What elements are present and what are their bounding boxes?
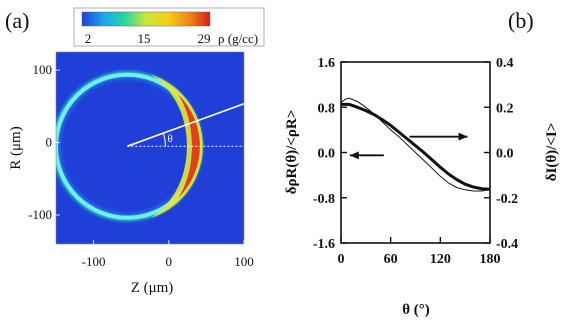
shell-hot-crescent-inner <box>177 94 200 199</box>
x-tick-label: 0 <box>338 252 345 267</box>
x-tick-label: 60 <box>384 252 398 267</box>
series-line-intensity <box>340 97 491 192</box>
x-tick-label: 180 <box>480 252 501 267</box>
colorbar-tick-label: 2 <box>85 31 92 46</box>
x-tick-label: 120 <box>430 252 451 267</box>
y-left-tick-label: 0.0 <box>318 147 336 162</box>
shell-glow <box>56 67 207 225</box>
panel-b-ylabel-left: δρR(θ)/<ρR> <box>284 110 300 195</box>
panel-b-ylabel-right: δI(θ)/<I> <box>544 123 560 182</box>
y-right-tick-label: 0.2 <box>496 101 514 116</box>
arrow-to-right-axis-head <box>458 132 468 141</box>
y-tick-label: 100 <box>33 62 53 77</box>
panel-a-ticks: -100 0 100 100 0 -100 <box>28 62 254 269</box>
panel-b-chart: 0 60 120 180 1.6 0.8 0.0 -0.8 -1.6 0.4 0.2 0.0 -0.2 -… <box>284 56 560 318</box>
y-right-tick-label: -0.2 <box>496 192 518 207</box>
panel-a-heatmap: θ -100 0 100 100 0 -100 Z (μm) R (μm) <box>8 51 260 296</box>
angle-theta-label: θ <box>167 133 172 145</box>
colorbar-label: ρ (g/cc) <box>218 31 258 46</box>
y-right-tick-label: 0.0 <box>496 147 514 162</box>
panel-a-ylabel: R (μm) <box>8 126 24 169</box>
series-line-density <box>341 102 491 191</box>
x-tick-label: -100 <box>82 254 106 269</box>
y-tick-label: -100 <box>28 207 52 222</box>
colorbar-tick-label: 15 <box>138 31 151 46</box>
panel-b-xlabel: θ (°) <box>402 302 430 318</box>
x-tick-label: 0 <box>166 254 173 269</box>
arrow-to-left-axis-head <box>349 151 359 160</box>
x-tick-label: 100 <box>234 254 254 269</box>
y-left-tick-label: 1.6 <box>318 56 336 71</box>
y-tick-label: 0 <box>46 135 53 150</box>
angle-ray-arrow <box>127 97 260 147</box>
y-left-tick-label: 0.8 <box>318 101 336 116</box>
colorbar-tick-label: 29 <box>198 31 211 46</box>
y-left-tick-label: -0.8 <box>313 192 335 207</box>
density-shell <box>56 67 207 225</box>
y-right-tick-label: 0.4 <box>496 56 514 71</box>
axis-indicator-arrows <box>349 132 468 160</box>
panel-b-ticks: 0 60 120 180 1.6 0.8 0.0 -0.8 -1.6 0.4 0.2 0.0 -0.2 -… <box>313 56 518 267</box>
y-left-tick-label: -1.6 <box>313 237 335 252</box>
panel-a-label: (a) <box>5 8 30 33</box>
panel-b-label: (b) <box>508 8 534 33</box>
panel-a-xlabel: Z (μm) <box>131 280 174 296</box>
colorbar: 2 15 29 ρ (g/cc) <box>73 7 265 47</box>
colorbar-gradient <box>81 11 211 27</box>
y-right-tick-label: -0.4 <box>496 237 518 252</box>
angle-arc <box>162 133 166 147</box>
angle-ray-arrowhead <box>248 97 259 106</box>
